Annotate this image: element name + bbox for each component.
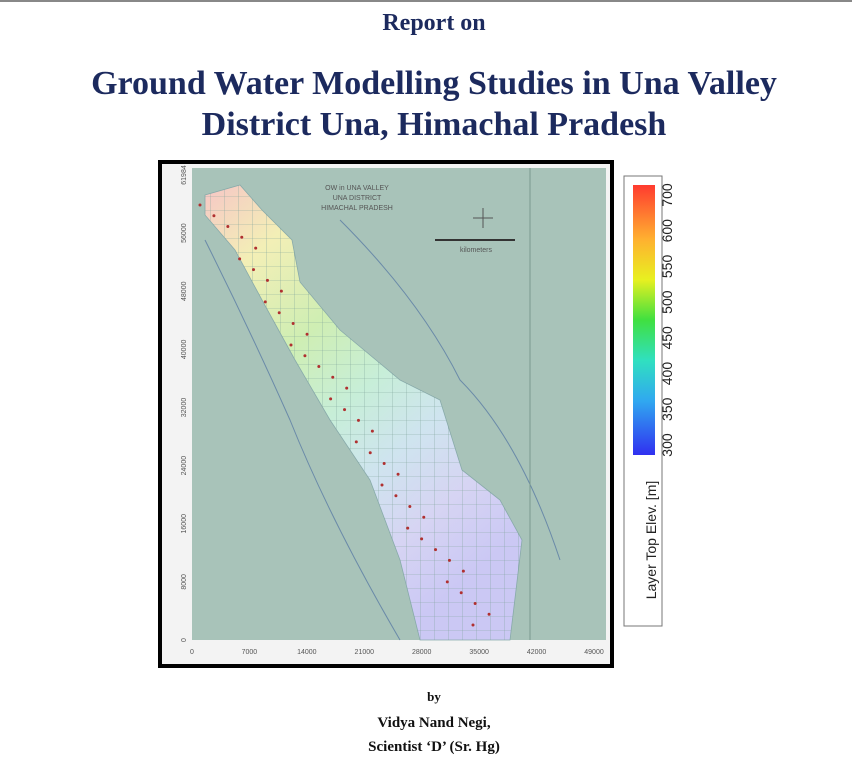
y-axis-label: 48000 (181, 281, 188, 301)
y-axis: 0 8000 16000 24000 32000 40000 48000 56000 61984 (181, 165, 188, 642)
colorbar-label: 500 (659, 290, 675, 314)
well (345, 386, 349, 390)
well (329, 397, 333, 401)
colorbar-label: 700 (659, 183, 675, 207)
figure: OW in UNA VALLEY UNA DISTRICT HIMACHAL PRA… (158, 160, 675, 668)
x-axis-label: 35000 (469, 649, 489, 656)
well (394, 494, 398, 498)
well (212, 214, 216, 218)
x-axis-label: 14000 (297, 649, 317, 656)
colorbar (633, 185, 655, 455)
well (305, 332, 309, 336)
well (447, 558, 451, 562)
map-title-line: HIMACHAL PRADESH (321, 205, 393, 212)
well (252, 268, 256, 272)
well (434, 548, 438, 552)
river (339, 219, 561, 561)
well (445, 580, 449, 584)
map-title: OW in UNA VALLEY UNA DISTRICT HIMACHAL PRA… (321, 185, 393, 212)
y-axis-label: 16000 (181, 514, 188, 534)
well (471, 623, 475, 627)
well (265, 278, 269, 282)
designation: Scientist ‘D’ (Sr. Hg) (368, 739, 500, 755)
title-line: District Una, Himachal Pradesh (202, 106, 667, 143)
well (303, 354, 307, 358)
well (368, 451, 372, 455)
wells (198, 203, 491, 627)
well (277, 311, 281, 315)
well (420, 537, 424, 541)
colorbar-label: 400 (659, 362, 675, 386)
y-axis-label: 24000 (181, 456, 188, 476)
well (408, 505, 412, 509)
well (254, 246, 258, 250)
well (487, 612, 491, 616)
well (380, 483, 384, 487)
well (356, 418, 360, 422)
well (279, 289, 283, 293)
well (461, 569, 465, 573)
well (291, 321, 295, 325)
well (240, 235, 244, 239)
x-axis-label: 7000 (242, 649, 258, 656)
colorbar-labels: 300 350 400 450 500 550 600 700 (659, 183, 675, 457)
well (263, 300, 267, 304)
colorbar-title: Layer Top Elev. [m] (643, 481, 659, 600)
author: Vidya Nand Negi, (377, 715, 490, 731)
x-axis-label: 42000 (527, 649, 547, 656)
x-axis-label: 0 (190, 649, 194, 656)
y-axis-label: 40000 (181, 340, 188, 360)
kicker: Report on (382, 10, 485, 36)
colorbar-label: 600 (659, 219, 675, 243)
colorbar-label: 350 (659, 397, 675, 421)
colorbar-label: 300 (659, 433, 675, 457)
y-axis-label: 0 (181, 638, 188, 642)
well (331, 375, 335, 379)
colorbar-label: 450 (659, 326, 675, 350)
well (198, 203, 202, 207)
river (204, 239, 401, 641)
well (459, 591, 463, 595)
well (226, 225, 230, 229)
by: by (427, 689, 441, 704)
well (382, 461, 386, 465)
x-axis: 0 7000 14000 21000 28000 35000 42000 49000 (190, 649, 604, 656)
well (406, 526, 410, 530)
y-axis-label: 8000 (181, 574, 188, 590)
well (289, 343, 293, 347)
y-axis-label: 32000 (181, 398, 188, 418)
well (396, 472, 400, 476)
y-axis-label: 56000 (181, 223, 188, 243)
well (370, 429, 374, 433)
map-title-line: OW in UNA VALLEY (325, 185, 389, 192)
well (343, 408, 347, 412)
x-axis-label: 21000 (355, 649, 375, 656)
title-line: Ground Water Modelling Studies in Una Va… (91, 65, 777, 102)
north-arrow (435, 208, 515, 241)
x-axis-label: 28000 (412, 649, 432, 656)
colorbar-label: 550 (659, 255, 675, 279)
scale-label: kilometers (460, 247, 492, 254)
well (473, 601, 477, 605)
well (317, 365, 321, 369)
x-axis-label: 49000 (584, 649, 604, 656)
well (354, 440, 358, 444)
well (238, 257, 242, 261)
well (422, 515, 426, 519)
y-axis-label: 61984 (181, 165, 188, 185)
map-title-line: UNA DISTRICT (333, 195, 382, 202)
